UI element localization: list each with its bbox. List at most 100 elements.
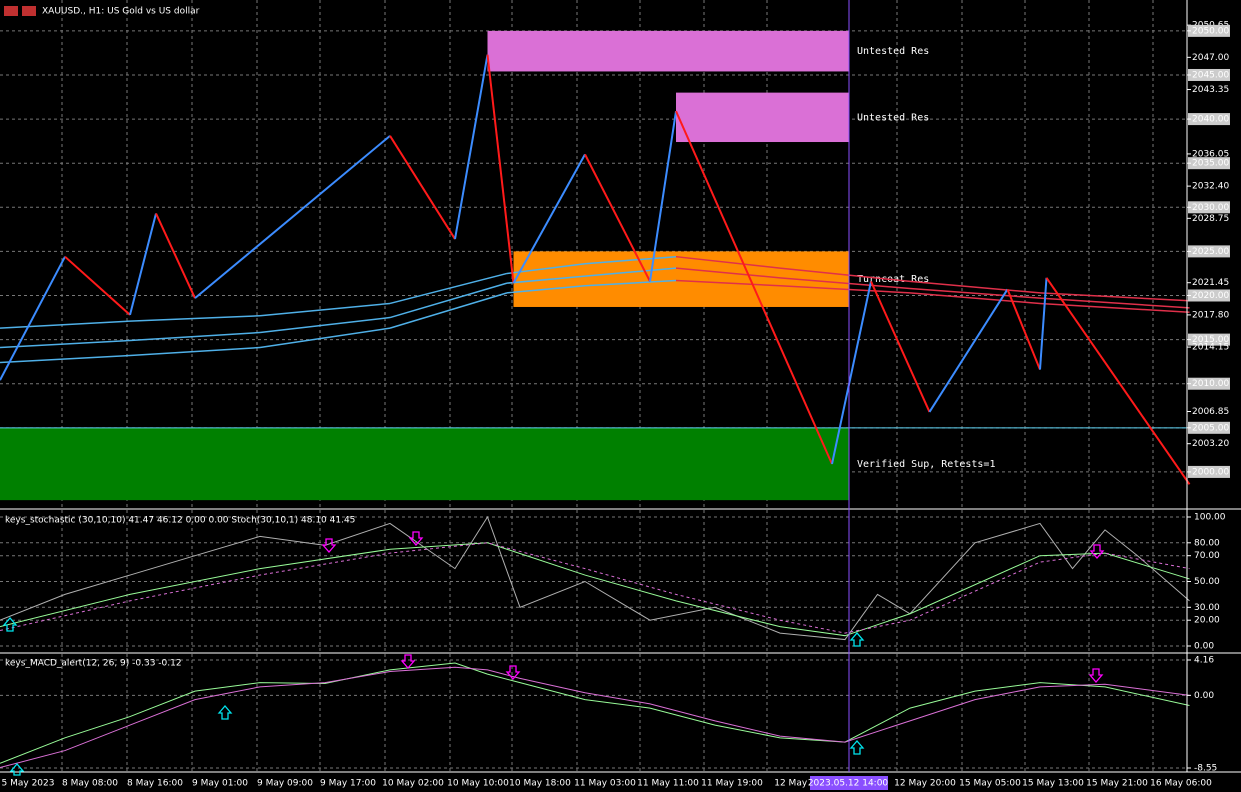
y-tick-label: 4.16 [1194, 656, 1214, 666]
chart-title: XAUUSD., H1: US Gold vs US dollar [42, 7, 200, 17]
tick-box [1188, 289, 1230, 302]
moving-average [779, 267, 911, 283]
tick-box [1188, 245, 1230, 258]
moving-average [779, 285, 911, 294]
x-tick-label: 10 May 10:00 [447, 779, 509, 789]
moving-average [675, 255, 781, 269]
up-arrow [849, 740, 865, 755]
zone-label: Verified Sup, Retests=1 [857, 459, 995, 470]
y-tick-label: 2006.85 [1192, 407, 1229, 417]
tick-box [1188, 68, 1230, 81]
y-tick-label: 30.00 [1194, 603, 1220, 613]
zigzag [64, 255, 131, 316]
indicator-line [0, 542, 1190, 634]
y-tick-label: 2015.00 [1192, 335, 1229, 345]
up-arrow [9, 763, 25, 776]
y-tick-label: 2000.00 [1192, 467, 1229, 477]
x-tick-label: 2023.05.12 14:00 [808, 779, 889, 789]
y-tick-label: 2003.20 [1192, 439, 1229, 449]
indicator-line [0, 666, 1190, 769]
zigzag [831, 281, 872, 465]
moving-average [909, 287, 1041, 299]
tick-box [1188, 201, 1230, 214]
moving-average [584, 279, 677, 287]
zigzag [870, 280, 931, 413]
tick-box [1188, 113, 1230, 126]
y-tick-label: 2047.00 [1192, 53, 1229, 63]
y-tick-label: 2030.00 [1192, 203, 1229, 213]
tick-box [1188, 24, 1230, 37]
y-tick-label: 2032.40 [1192, 182, 1229, 192]
moving-average [506, 275, 586, 284]
y-tick-label: 2043.35 [1192, 85, 1229, 95]
moving-average [389, 272, 508, 305]
x-tick-label: 11 May 03:00 [574, 779, 636, 789]
x-tick-label: 16 May 06:00 [1150, 779, 1212, 789]
x-tick-label: 15 May 13:00 [1022, 779, 1084, 789]
zone [487, 30, 849, 72]
down-arrow [505, 665, 521, 680]
zigzag [584, 153, 651, 282]
y-tick-label: 20.00 [1194, 616, 1220, 626]
indicator-line [0, 542, 1190, 637]
x-tick-label: 12 May 0 [774, 779, 816, 789]
y-tick-label: 2005.00 [1192, 423, 1229, 433]
y-tick-label: 2025.00 [1192, 247, 1229, 257]
moving-average [0, 339, 131, 349]
up-arrow [217, 705, 233, 720]
moving-average [389, 292, 508, 329]
down-arrow [1088, 668, 1104, 683]
moving-average [0, 354, 131, 364]
x-tick-label: 8 May 08:00 [62, 779, 118, 789]
symbol-icon [22, 6, 36, 16]
moving-average [0, 320, 131, 329]
y-tick-label: 80.00 [1194, 538, 1220, 548]
signal-arrows [2, 531, 1105, 776]
moving-average [129, 346, 261, 357]
x-tick-label: 11 May 19:00 [701, 779, 763, 789]
indicator-line [0, 515, 1190, 641]
zigzag [155, 213, 196, 299]
y-tick-label: 0.00 [1194, 691, 1214, 701]
moving-average [909, 280, 1041, 294]
x-tick-label: 10 May 18:00 [509, 779, 571, 789]
y-tick-label: 2050.00 [1192, 26, 1229, 36]
indicator-title: keys_stochastic (30,10,10) 41.47 46.12 0… [5, 516, 355, 526]
indicator-line [0, 662, 1190, 764]
down-arrow [1089, 544, 1105, 559]
y-tick-label: 100.00 [1194, 513, 1226, 523]
x-tick-label: 9 May 01:00 [192, 779, 248, 789]
moving-average [259, 302, 391, 317]
down-arrow [321, 538, 337, 553]
moving-average [675, 279, 781, 287]
y-tick-label: 50.00 [1194, 577, 1220, 587]
tick-box [1188, 157, 1230, 170]
up-arrow [849, 632, 865, 647]
moving-average [1039, 292, 1190, 302]
x-tick-label: 11 May 11:00 [637, 779, 699, 789]
x-tick-label: 9 May 09:00 [257, 779, 313, 789]
moving-average [675, 267, 781, 279]
zigzag [454, 54, 489, 240]
moving-average [909, 292, 1041, 305]
x-tick-label: 15 May 05:00 [959, 779, 1021, 789]
y-tick-label: 2014.15 [1192, 343, 1229, 353]
y-tick-label: 2017.80 [1192, 310, 1229, 320]
zigzag [486, 54, 515, 284]
y-tick-label: 2045.00 [1192, 70, 1229, 80]
y-tick-label: 70.00 [1194, 551, 1220, 561]
zone [0, 427, 849, 501]
indicator-title: keys_MACD_alert(12, 26, 9) -0.33 -0.12 [5, 659, 182, 669]
zigzag [129, 213, 157, 316]
moving-average [129, 331, 261, 342]
time-highlight [810, 776, 888, 790]
x-tick-label: 12 May 20:00 [894, 779, 956, 789]
y-tick-label: 2020.00 [1192, 291, 1229, 301]
zigzag [512, 153, 586, 284]
tick-box [1188, 377, 1230, 390]
x-tick-label: 15 May 21:00 [1086, 779, 1148, 789]
zigzag [1045, 277, 1191, 485]
y-tick-label: -8.55 [1194, 764, 1217, 774]
